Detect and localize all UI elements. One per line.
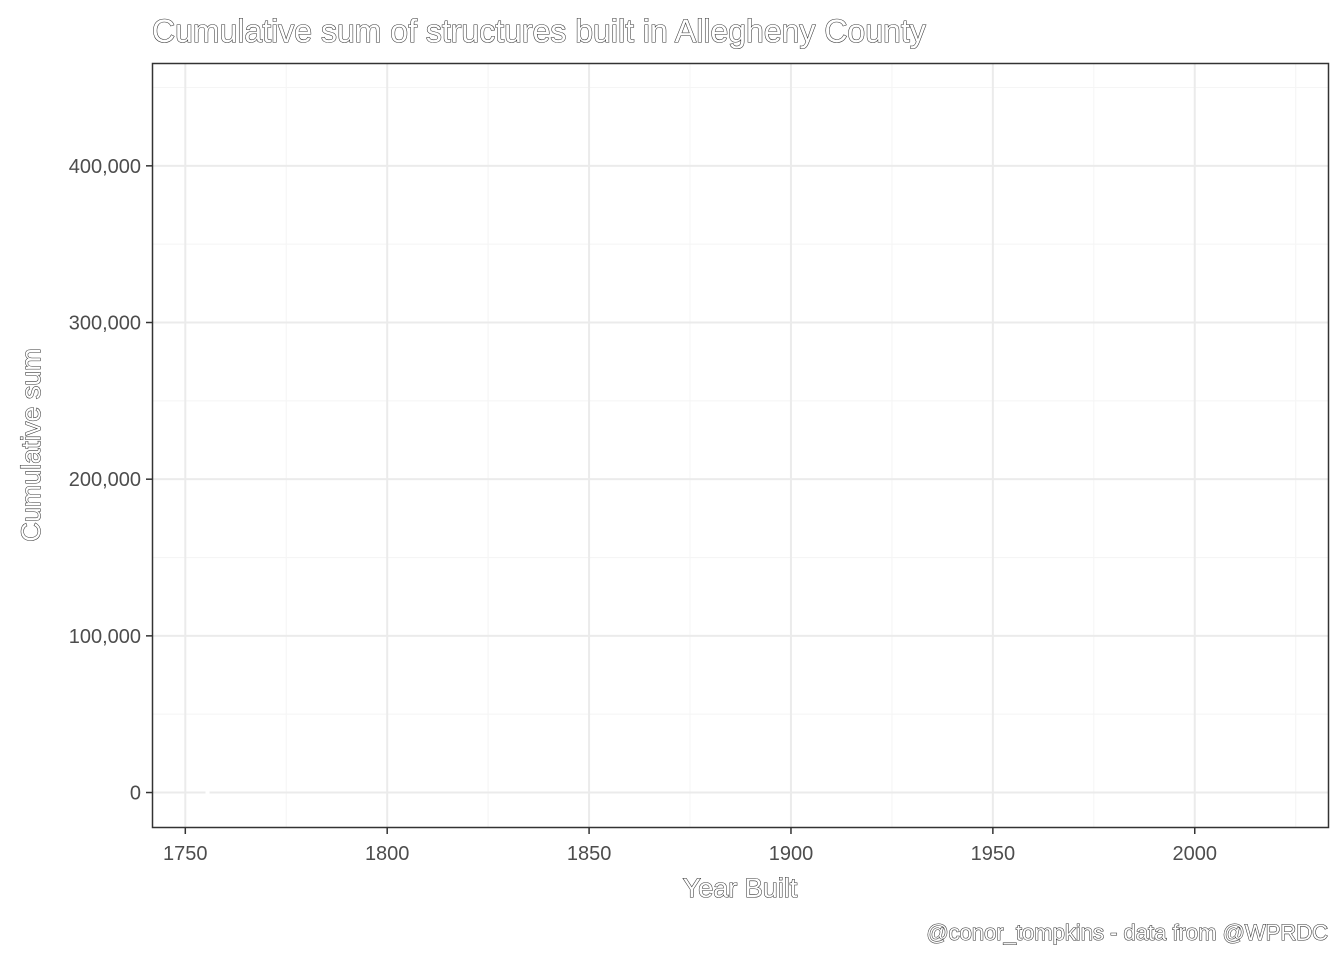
major-grid — [153, 64, 1328, 827]
y-axis: 0 100,000 200,000 300,000 400,000 — [69, 156, 153, 805]
panel-border — [151, 62, 1330, 829]
minor-grid — [153, 64, 1328, 827]
x-axis-title: Year Built — [683, 873, 798, 903]
chart-title: Cumulative sum of structures built in Al… — [152, 13, 926, 49]
x-tick-label: 1850 — [567, 843, 612, 865]
x-axis: 1750 1800 1850 1900 1950 2000 — [163, 827, 1217, 865]
x-tick-label: 1800 — [365, 843, 410, 865]
x-tick-label: 1950 — [971, 843, 1016, 865]
x-tick-label: 2000 — [1173, 843, 1218, 865]
y-tick-label: 200,000 — [69, 469, 141, 491]
y-tick-label: 300,000 — [69, 313, 141, 335]
chart-caption: @conor_tompkins - data from @WPRDC — [926, 920, 1328, 945]
x-tick-label: 1900 — [769, 843, 814, 865]
y-tick-label: 0 — [130, 783, 141, 805]
x-tick-label: 1750 — [163, 843, 208, 865]
y-tick-label: 400,000 — [69, 156, 141, 178]
y-tick-label: 100,000 — [69, 626, 141, 648]
y-axis-title: Cumulative sum — [16, 348, 46, 542]
